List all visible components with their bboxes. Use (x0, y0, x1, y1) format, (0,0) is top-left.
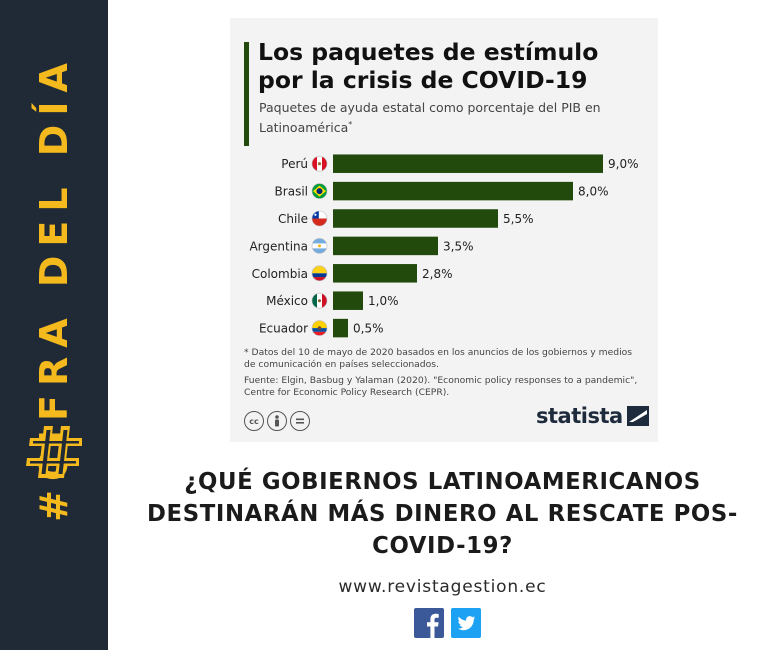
by-icon (267, 411, 287, 431)
cc-icon: cc (244, 411, 264, 431)
hash-icon (26, 426, 82, 478)
title-accent-bar (244, 42, 249, 146)
sidebar: #CIFRA DEL DÍA (0, 0, 108, 650)
value-label: 3,5% (443, 239, 474, 253)
value-label: 8,0% (578, 185, 609, 199)
bar (333, 236, 438, 256)
chart-subtitle-text: Paquetes de ayuda estatal como porcentaj… (259, 100, 601, 136)
website-link[interactable]: www.revistagestion.ec (338, 577, 547, 597)
category-label: Brasil (275, 185, 308, 199)
category-label: Colombia (252, 267, 308, 281)
bar (333, 264, 417, 283)
brazil-flag-icon (311, 183, 328, 199)
mexico-flag-icon (311, 292, 328, 309)
bar-chart: Perú 9,0% Brasil 8,0% Chile 5,5% Argentina 3,5%… (249, 154, 639, 338)
nd-icon (290, 411, 310, 431)
footnote: * Datos del 10 de mayo de 2020 basados e… (244, 347, 633, 370)
category-label: Argentina (249, 239, 308, 253)
statista-logo-icon (626, 406, 649, 426)
headline-question: ¿QUÉ GOBIERNOS LATINOAMERICANOS DESTINAR… (147, 469, 738, 559)
chart-title: Los paquetes de estímulo por la crisis d… (258, 38, 599, 94)
value-label: 2,8% (422, 267, 453, 281)
value-label: 5,5% (503, 212, 534, 226)
category-label: Ecuador (259, 322, 308, 336)
peru-flag-icon (311, 155, 328, 172)
bar (333, 291, 363, 310)
ecuador-flag-icon (311, 320, 328, 336)
subtitle-asterisk: * (348, 120, 353, 129)
twitter-icon[interactable] (451, 608, 481, 638)
category-label: México (266, 294, 308, 308)
statista-brand: statista (536, 404, 649, 428)
chile-flag-icon (311, 210, 328, 227)
value-label: 0,5% (353, 322, 384, 336)
colombia-flag-icon (311, 265, 328, 282)
brand-name: statista (536, 404, 623, 428)
category-label: Perú (281, 157, 308, 171)
source-note: Fuente: Elgin, Basbug y Yalaman (2020). … (244, 375, 638, 398)
bar (333, 209, 498, 228)
bar (333, 154, 603, 173)
license-icons: cc (244, 411, 310, 431)
facebook-icon[interactable] (414, 608, 444, 638)
value-label: 1,0% (368, 294, 399, 308)
category-label: Chile (278, 212, 308, 226)
bar (333, 181, 573, 201)
infographic-card: Los paquetes de estímulo por la crisis d… (230, 18, 658, 442)
bar (333, 318, 348, 338)
chart-subtitle: Paquetes de ayuda estatal como porcentaj… (259, 99, 619, 136)
value-label: 9,0% (608, 157, 639, 171)
argentina-flag-icon (311, 238, 328, 254)
